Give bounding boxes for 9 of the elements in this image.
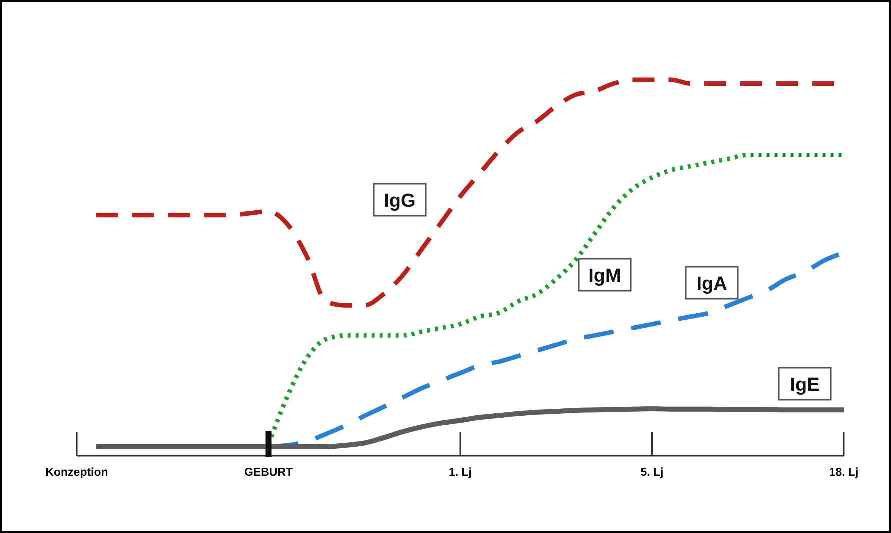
x-tick-label: 5. Lj — [640, 467, 664, 479]
series-label: IgE — [790, 375, 820, 396]
series-label: IgM — [588, 266, 622, 287]
x-tick-label: 1. Lj — [448, 467, 472, 479]
series-label: IgA — [696, 274, 728, 295]
x-tick-label: 18. Lj — [829, 467, 859, 479]
x-tick-label: Konzeption — [46, 467, 108, 479]
x-tick-label: GEBURT — [244, 467, 294, 479]
series-label: IgG — [384, 191, 416, 212]
